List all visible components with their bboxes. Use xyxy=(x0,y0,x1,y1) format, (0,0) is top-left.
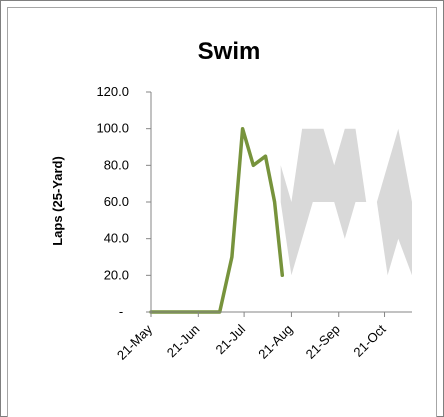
chart-title: Swim xyxy=(198,38,261,65)
swim-laps-line xyxy=(149,126,285,314)
y-tick-label: 20.0 xyxy=(104,267,129,282)
axes-layer xyxy=(146,91,412,317)
y-tick-label: - xyxy=(119,304,123,319)
x-tick-label: 21-Sep xyxy=(303,322,343,362)
band-layer xyxy=(280,128,412,276)
x-tick-label: 21-May xyxy=(114,321,156,363)
chart-area-frame xyxy=(7,7,437,417)
range-band-area xyxy=(280,128,412,276)
y-tick-label: 40.0 xyxy=(104,231,129,246)
x-tick-label: 21-Jun xyxy=(164,322,203,361)
y-tick-label: 60.0 xyxy=(104,194,129,209)
x-tick-label: 21-Oct xyxy=(350,321,388,359)
x-tick-labels: 21-May 21-Jun 21-Jul 21-Aug 21-Sep 21-Oct xyxy=(114,321,389,363)
y-tick-label: 120.0 xyxy=(96,84,129,99)
y-tick-label: 80.0 xyxy=(104,157,129,172)
y-tick-labels: - 20.0 40.0 60.0 80.0 100.0 120.0 xyxy=(96,84,129,319)
y-tick-label: 100.0 xyxy=(96,121,129,136)
y-axis-label: Laps (25-Yard) xyxy=(50,156,65,246)
x-tick-label: 21-Jul xyxy=(213,321,249,357)
line-layer xyxy=(149,126,285,314)
x-tick-label: 21-Aug xyxy=(255,322,295,362)
